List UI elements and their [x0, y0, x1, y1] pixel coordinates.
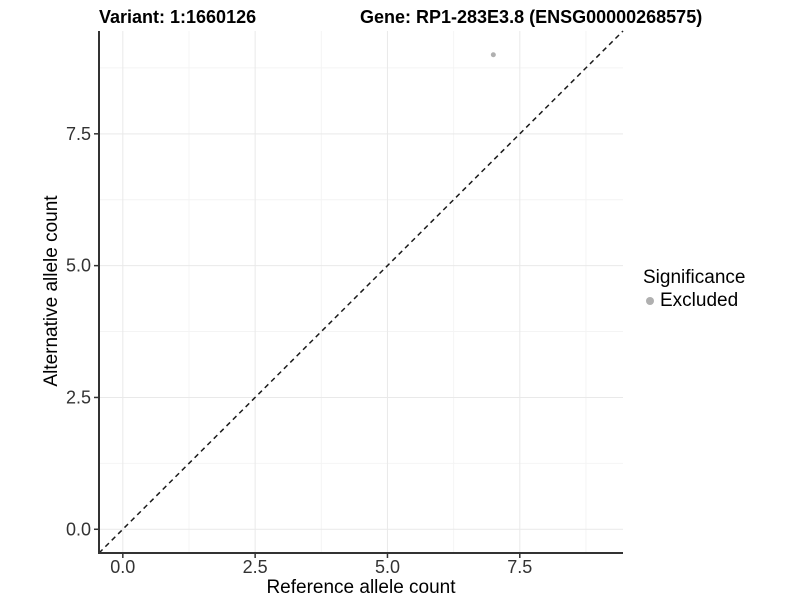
legend-title: Significance [643, 267, 746, 288]
x-tick-label: 2.5 [243, 557, 268, 577]
y-tick-label: 7.5 [66, 124, 91, 144]
x-axis-title: Reference allele count [266, 577, 456, 598]
y-axis-title: Alternative allele count [41, 195, 62, 387]
data-point [490, 52, 496, 58]
y-tick-label: 5.0 [66, 256, 91, 276]
legend: Significance Excluded [643, 267, 745, 312]
x-tick-label: 0.0 [110, 557, 135, 577]
x-tick-label: 5.0 [375, 557, 400, 577]
identity-reference-line [98, 30, 624, 554]
y-tick-label: 0.0 [66, 519, 91, 539]
legend-entry-excluded: Excluded [643, 290, 745, 312]
x-tick-label: 7.5 [507, 557, 532, 577]
legend-point-icon [646, 297, 654, 305]
legend-entry-label: Excluded [660, 290, 739, 311]
plot-title-gene: Gene: RP1-283E3.8 (ENSG00000268575) [360, 7, 703, 27]
plot-title-variant: Variant: 1:1660126 [99, 7, 257, 27]
y-tick-label: 2.5 [66, 387, 91, 407]
